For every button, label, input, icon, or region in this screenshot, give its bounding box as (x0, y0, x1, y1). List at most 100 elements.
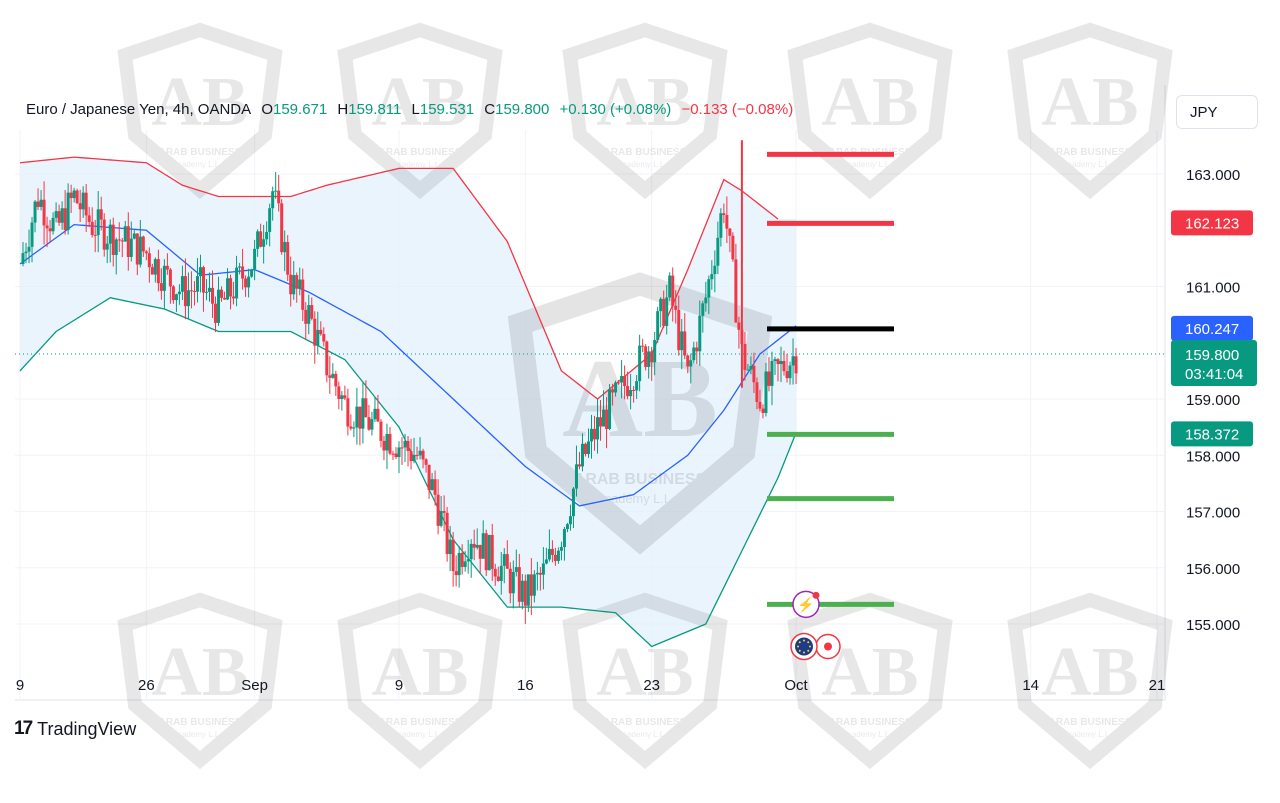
candle-body (412, 454, 416, 462)
candle-body (445, 512, 449, 555)
candle-body (111, 224, 115, 255)
candle-body (289, 274, 293, 295)
watermark-letters: AB (151, 64, 248, 141)
x-tick-label: Sep (241, 677, 268, 694)
candle-body (737, 322, 741, 330)
candle-body (478, 544, 482, 559)
candle-body (355, 406, 359, 428)
candle-body (547, 548, 551, 560)
candle-body (430, 479, 434, 491)
candle-body (538, 572, 542, 575)
candle-body (770, 361, 774, 386)
candle-body (232, 296, 236, 299)
currency-button[interactable]: JPY (1176, 95, 1258, 129)
candle-body (186, 290, 190, 307)
candle-body (367, 417, 371, 430)
watermark-shield-icon (117, 592, 283, 770)
open-label: O (261, 101, 273, 118)
candle-body (460, 552, 464, 567)
candle-body (87, 215, 91, 222)
watermark-logo: AB ARAB BUSINESS Academy L.L.C (562, 592, 728, 770)
tradingview-logo[interactable]: 17 TradingView (14, 718, 136, 740)
watermark-letters: AB (1041, 634, 1138, 711)
candle-body (189, 290, 193, 292)
candle-body (701, 303, 705, 316)
watermark-letters: AB (1041, 64, 1138, 141)
candle-body (57, 211, 61, 223)
candle-body (129, 238, 133, 257)
candle-body (334, 373, 338, 387)
candle-body (746, 369, 750, 371)
candle-body (319, 329, 323, 335)
candle-body (686, 355, 690, 367)
candle-body (343, 395, 347, 399)
candle-body (767, 371, 771, 386)
high-label: H (337, 101, 349, 118)
candle-body (418, 450, 422, 456)
candle-body (198, 267, 202, 277)
candle-body (307, 305, 311, 324)
candle-body (779, 360, 783, 365)
candle-body (523, 580, 527, 606)
low-label: L (411, 101, 420, 118)
candle-body (439, 511, 443, 526)
change-value: +0.130 (+0.08%) (559, 101, 672, 118)
candle-body (608, 389, 612, 429)
candle-body (358, 406, 362, 429)
watermark-subtext: Academy L.L.C (393, 730, 448, 739)
candle-body (725, 215, 729, 229)
candle-body (283, 242, 287, 253)
watermark-letters: AB (371, 634, 468, 711)
low-value: 159.531 (419, 101, 475, 118)
candle-body (204, 291, 208, 293)
candle-body (229, 278, 233, 297)
watermark-subtext: Academy L.L.C (596, 491, 684, 506)
candle-body (496, 576, 500, 581)
candle-body (75, 190, 79, 204)
change-value-2: −0.133 (−0.08%) (681, 101, 794, 118)
candle-body (310, 305, 314, 319)
candle-body (171, 286, 175, 301)
candle-body (620, 376, 624, 383)
candle-body (280, 203, 284, 253)
candle-body (689, 360, 693, 367)
candle-body (379, 421, 383, 441)
candle-body (244, 278, 248, 288)
candle-body (144, 251, 148, 254)
price-tag-label: 158.372 (1185, 426, 1239, 443)
candle-body (295, 275, 299, 289)
candle-body (433, 479, 437, 495)
candle-body (247, 276, 251, 288)
candle-body (63, 208, 67, 230)
candle-body (662, 298, 666, 326)
y-tick-label: 155.000 (1186, 617, 1240, 634)
y-tick-label: 161.000 (1186, 280, 1240, 297)
candle-body (45, 225, 49, 229)
candle-body (322, 334, 326, 342)
candle-body (644, 346, 648, 367)
countdown-label: 03:41:04 (1185, 366, 1243, 383)
candle-body (373, 408, 377, 420)
eu-star (803, 651, 805, 654)
candle-body (442, 511, 446, 513)
candle-body (707, 279, 711, 298)
candle-body (680, 331, 684, 351)
watermark-subtext: Academy L.L.C (618, 160, 673, 169)
candle-body (292, 275, 296, 295)
candle-body (472, 543, 476, 548)
watermark-logo: AB ARAB BUSINESS Academy L.L.C (562, 22, 728, 200)
watermark-shield-icon (787, 592, 953, 770)
high-value: 159.811 (348, 101, 402, 118)
candle-body (328, 375, 332, 378)
watermark-text: ARAB BUSINESS (604, 147, 687, 158)
candle-body (695, 347, 699, 352)
symbol-title[interactable]: Euro / Japanese Yen, 4h, OANDA (26, 101, 252, 118)
candle-body (39, 199, 43, 207)
candle-body (568, 516, 572, 525)
candle-body (123, 226, 127, 242)
candle-body (626, 386, 630, 397)
candle-body (241, 266, 245, 279)
candle-body (565, 524, 569, 530)
candle-body (102, 219, 106, 250)
